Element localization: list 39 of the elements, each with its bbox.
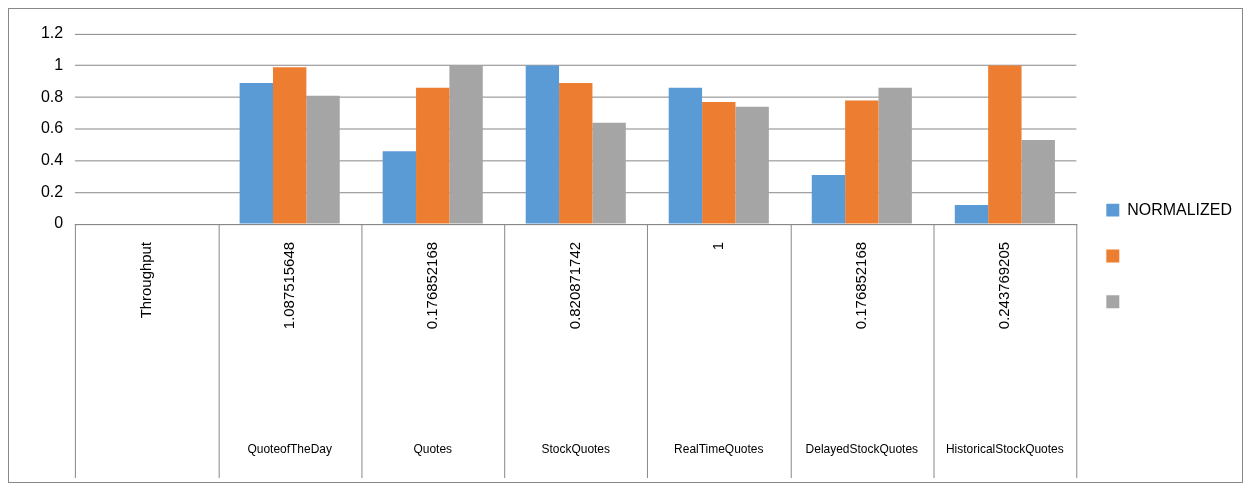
x-tick-label: 0.243769205 [994,242,1012,330]
x-tick-label: 0.176852168 [422,242,440,330]
x-tick-label: 1 [708,242,726,251]
bar [988,65,1022,224]
bar [845,100,879,224]
bar [592,122,626,224]
bar [449,65,483,224]
bar [954,205,989,224]
bar [878,87,912,224]
bar [273,67,307,224]
x-tick-label: 1.087515648 [279,242,297,330]
bar [702,102,736,224]
y-tick-label: 0.6 [40,119,64,137]
legend-label: NORMALIZED [1127,200,1232,218]
bar [525,65,560,224]
text: HistoricalStockQuotes [945,442,1064,457]
bar [382,151,417,224]
x-tick-label: 0.820871742 [565,242,583,330]
bar [735,106,769,224]
text: DelayedStockQuotes [805,442,919,457]
y-tick-label: 1.2 [40,24,64,42]
y-tick-label: 1 [54,56,64,73]
text: StockQuotes [541,442,611,457]
bar [416,87,450,224]
text: RealTimeQuotes [674,442,764,457]
y-tick-label: 0 [54,214,64,232]
text: Quotes [413,442,453,457]
y-tick-label: 0.4 [40,151,64,169]
bar [306,95,340,224]
bar [559,83,593,224]
bar [239,83,273,224]
y-tick-label: 0.8 [40,87,64,105]
bar [811,174,846,224]
y-tick-label: 0.2 [40,182,64,200]
x-tick-label: 0.176852168 [851,242,869,330]
bar [668,87,703,224]
text: QuoteofTheDay [247,442,332,457]
bar [1021,140,1055,224]
x-tick-label: Throughput [136,241,154,319]
